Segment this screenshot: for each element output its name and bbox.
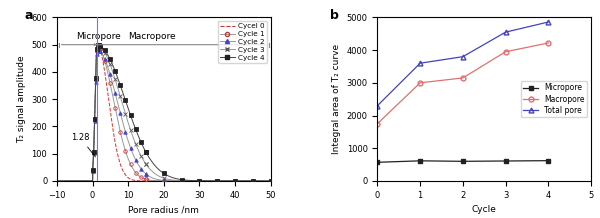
Macropore xyxy=(374,122,381,125)
Text: 1.28: 1.28 xyxy=(71,133,95,157)
Text: a: a xyxy=(25,9,34,22)
Line: Total pore: Total pore xyxy=(375,20,551,108)
Macropore xyxy=(416,82,424,84)
Micropore xyxy=(374,161,381,164)
Macropore xyxy=(502,51,509,53)
Total pore xyxy=(374,104,381,107)
Micropore xyxy=(545,159,552,162)
Total pore xyxy=(416,62,424,65)
Micropore xyxy=(416,160,424,162)
X-axis label: Cycle: Cycle xyxy=(472,205,497,214)
Total pore xyxy=(502,31,509,33)
Line: Micropore: Micropore xyxy=(375,158,551,165)
Total pore xyxy=(459,55,466,58)
Legend: Cycel 0, Cycle 1, Cycle 2, Cycle 3, Cycle 4: Cycel 0, Cycle 1, Cycle 2, Cycle 3, Cycl… xyxy=(218,21,267,63)
Text: b: b xyxy=(331,9,339,22)
Legend: Micropore, Macropore, Total pore: Micropore, Macropore, Total pore xyxy=(521,81,587,117)
Y-axis label: Integral area of T₂ curve: Integral area of T₂ curve xyxy=(332,44,341,154)
Line: Macropore: Macropore xyxy=(375,41,551,126)
Macropore xyxy=(459,77,466,79)
Micropore xyxy=(459,160,466,163)
Text: Micropore: Micropore xyxy=(77,32,121,41)
Macropore xyxy=(545,42,552,44)
Total pore xyxy=(545,21,552,23)
X-axis label: Pore radius /nm: Pore radius /nm xyxy=(128,205,199,214)
Micropore xyxy=(502,160,509,162)
Y-axis label: T₂ signal amplitude: T₂ signal amplitude xyxy=(17,55,26,143)
Text: Macropore: Macropore xyxy=(128,32,176,41)
